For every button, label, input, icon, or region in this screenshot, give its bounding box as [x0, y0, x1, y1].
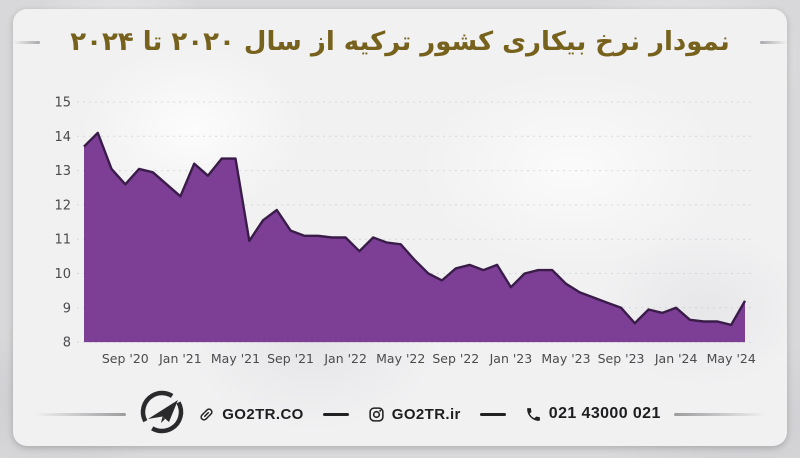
y-axis-label-8: 8 — [63, 336, 71, 351]
website-link[interactable]: GO2TR.CO — [198, 406, 304, 423]
infographic-card: نمودار نرخ بیکاری کشور ترکیه از سال ۲۰۲۰… — [13, 9, 787, 446]
y-axis-label-15: 15 — [54, 96, 71, 111]
instagram-link[interactable]: GO2TR.ir — [368, 406, 461, 423]
page-title: نمودار نرخ بیکاری کشور ترکیه از سال ۲۰۲۰… — [70, 27, 730, 57]
x-axis-label-Sep '21: Sep '21 — [267, 351, 314, 366]
chart-area: 15 14 13 12 11 10 9 8 Sep '20 Jan '21 May '21 Sep '… — [13, 87, 787, 379]
area-fill — [84, 132, 745, 343]
area-top-line — [83, 131, 747, 327]
y-axis-label-12: 12 — [54, 198, 71, 213]
x-axis-label-Sep '20: Sep '20 — [102, 351, 149, 366]
phone-link[interactable]: 021 43000 021 — [525, 405, 661, 423]
x-axis-label-Jan '23: Jan '23 — [489, 351, 533, 366]
phone-label: 021 43000 021 — [548, 405, 661, 422]
title-right-dash — [759, 40, 787, 44]
title-row: نمودار نرخ بیکاری کشور ترکیه از سال ۲۰۲۰… — [13, 27, 787, 57]
x-axis-label-Jan '21: Jan '21 — [158, 351, 202, 366]
footer-separator-dash — [322, 412, 349, 416]
footer-left-dash — [34, 412, 127, 416]
title-left-dash — [13, 40, 41, 44]
x-axis-label-Sep '22: Sep '22 — [432, 351, 479, 366]
website-label: GO2TR.CO — [222, 405, 304, 423]
x-axis-label-Sep '23: Sep '23 — [598, 351, 645, 366]
x-axis-label-May '22: May '22 — [376, 351, 425, 366]
footer-contact-bar: GO2TR.CO GO2TR.ir 021 43000 021 — [13, 389, 787, 439]
x-axis-label-May '24: May '24 — [707, 351, 756, 366]
unemployment-area-chart: 15 14 13 12 11 10 9 8 Sep '20 Jan '21 May '21 Sep '… — [54, 96, 756, 367]
y-axis-label-9: 9 — [63, 301, 71, 316]
instagram-icon — [369, 406, 384, 422]
footer-separator-dash — [479, 412, 506, 416]
x-axis-label-May '21: May '21 — [211, 351, 260, 366]
instagram-label: GO2TR.ir — [391, 405, 461, 423]
y-axis-label-13: 13 — [54, 164, 71, 179]
x-axis-label-Jan '24: Jan '24 — [654, 351, 698, 366]
phone-icon — [526, 407, 540, 421]
x-axis-label-May '23: May '23 — [541, 351, 590, 366]
y-axis-label-11: 11 — [54, 233, 71, 248]
y-axis-label-10: 10 — [54, 267, 71, 282]
link-icon — [200, 407, 213, 421]
x-axis-label-Jan '22: Jan '22 — [323, 351, 367, 366]
go2tr-logo-icon — [140, 390, 184, 434]
footer-right-dash — [673, 412, 766, 416]
go2tr-logo — [139, 389, 185, 439]
y-axis-label-14: 14 — [54, 130, 71, 145]
